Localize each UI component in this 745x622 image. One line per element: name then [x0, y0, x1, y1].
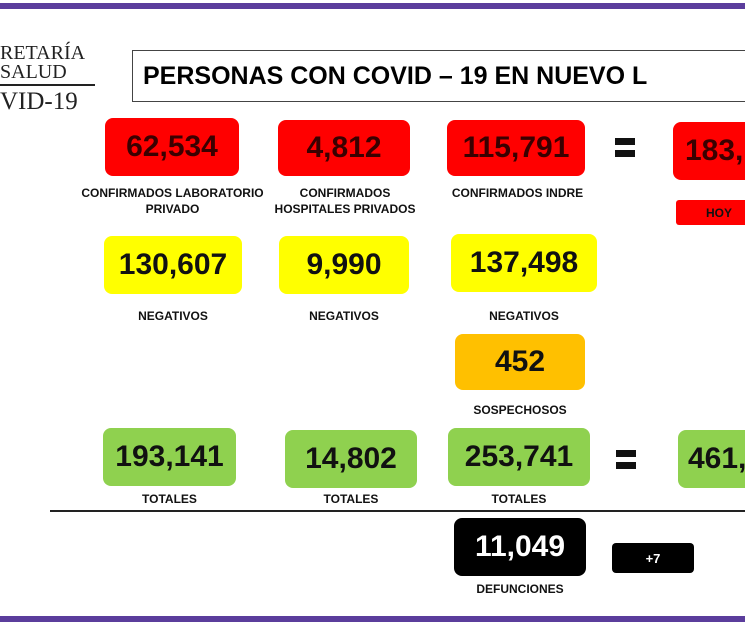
negatives-private-hospitals-value: 9,990 [279, 236, 409, 294]
confirmed-private-lab-label: CONFIRMADOS LABORATORIO PRIVADO [81, 186, 264, 216]
divider-line [50, 510, 745, 512]
deaths-delta-badge: +7 [612, 543, 694, 573]
today-badge: HOY [676, 200, 745, 225]
logo-line1: RETARÍA [0, 42, 86, 64]
suspects-value: 452 [455, 334, 585, 390]
deaths-value: 11,049 [454, 518, 586, 576]
page-title: PERSONAS CON COVID – 19 EN NUEVO L [132, 50, 745, 102]
logo-line3: VID-19 [0, 88, 78, 115]
totals-indre-value: 253,741 [448, 428, 590, 486]
negatives-label: NEGATIVOS [309, 309, 379, 323]
totals-label: TOTALES [142, 492, 197, 506]
suspects-label: SOSPECHOSOS [473, 403, 567, 417]
equals-sign-icon [615, 138, 635, 162]
confirmed-indre-value: 115,791 [447, 120, 585, 176]
equals-sign-icon [616, 450, 636, 474]
negatives-label: NEGATIVOS [138, 309, 208, 323]
confirmed-indre-label: CONFIRMADOS INDRE [451, 186, 584, 200]
deaths-label: DEFUNCIONES [476, 582, 564, 596]
negatives-private-lab-value: 130,607 [104, 236, 242, 294]
negatives-label: NEGATIVOS [489, 309, 559, 323]
logo-divider [0, 84, 95, 86]
totals-grand-value: 461, [678, 430, 745, 488]
totals-label: TOTALES [323, 492, 379, 506]
totals-private-hospitals-value: 14,802 [285, 430, 417, 488]
confirmed-total-value: 183, [673, 122, 745, 180]
totals-label: TOTALES [491, 492, 547, 506]
confirmed-private-hospitals-label: CONFIRMADOS HOSPITALES PRIVADOS [274, 186, 416, 216]
totals-private-lab-value: 193,141 [103, 428, 236, 486]
confirmed-private-lab-value: 62,534 [105, 118, 239, 176]
logo-line2: SALUD [0, 61, 67, 83]
bottom-frame-bar [0, 616, 745, 622]
confirmed-private-hospitals-value: 4,812 [278, 120, 410, 176]
top-frame-bar [0, 3, 745, 9]
negatives-indre-value: 137,498 [451, 234, 597, 292]
